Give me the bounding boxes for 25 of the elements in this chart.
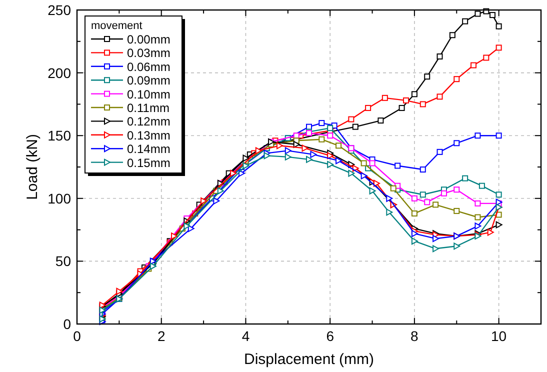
y-tick-label: 200: [48, 64, 72, 81]
legend-label: 0.03mm: [127, 46, 170, 60]
x-axis-title: Displacement (mm): [244, 351, 374, 368]
legend-label: 0.13mm: [127, 128, 170, 142]
legend-label: 0.15mm: [127, 156, 170, 170]
legend-label: 0.09mm: [127, 74, 170, 88]
x-tick-label: 6: [326, 328, 334, 344]
y-tick-label: 250: [48, 2, 72, 18]
x-tick-label: 0: [73, 328, 82, 344]
x-tick-label: 8: [410, 328, 419, 344]
legend-label: 0.00mm: [127, 32, 170, 46]
legend-label: 0.14mm: [127, 142, 170, 156]
y-axis-title: Load (kN): [24, 134, 41, 200]
legend-label: 0.10mm: [127, 87, 170, 102]
legend-label: 0.12mm: [127, 114, 170, 129]
y-tick-label: 150: [48, 128, 72, 144]
x-tick-label: 10: [491, 328, 507, 344]
legend-label: 0.11mm: [127, 101, 170, 115]
y-tick-label: 100: [48, 190, 72, 206]
legend-label: 0.06mm: [127, 60, 170, 74]
x-tick-label: 4: [242, 328, 250, 344]
y-tick-label: 0: [63, 316, 72, 332]
y-tick-label: 50: [55, 253, 72, 270]
legend-title: movement: [91, 20, 142, 32]
x-tick-label: 2: [157, 328, 166, 344]
